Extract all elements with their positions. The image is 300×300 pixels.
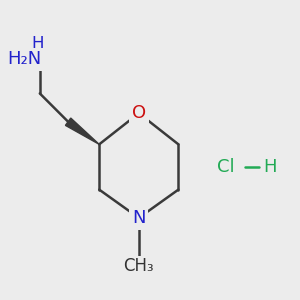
Text: H₂N: H₂N bbox=[7, 50, 41, 68]
Text: N: N bbox=[132, 209, 146, 227]
Text: H: H bbox=[263, 158, 277, 176]
Text: CH₃: CH₃ bbox=[124, 257, 154, 275]
Text: H: H bbox=[31, 35, 44, 53]
Polygon shape bbox=[65, 118, 99, 144]
Text: Cl: Cl bbox=[218, 158, 235, 176]
Text: O: O bbox=[132, 104, 146, 122]
